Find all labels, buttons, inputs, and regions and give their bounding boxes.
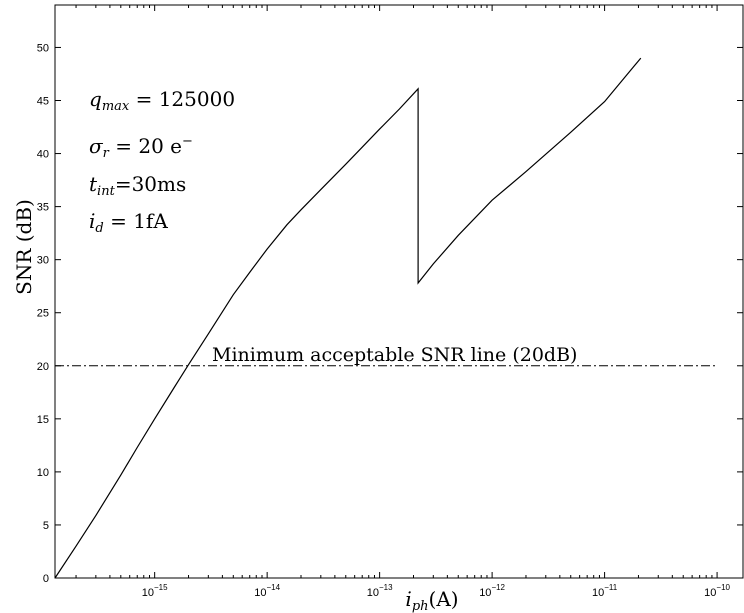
- y-tick-label: 15: [37, 414, 49, 426]
- param-annotation: σr = 20 e−: [89, 134, 193, 161]
- y-tick-label: 35: [37, 202, 49, 214]
- y-tick-label: 50: [37, 42, 49, 54]
- x-axis-label: iph(A): [405, 587, 458, 613]
- parameter-annotations: qmax = 125000 σr = 20 e− tint=30ms id = 1fA: [89, 87, 235, 236]
- y-axis-label: SNR (dB): [12, 199, 36, 295]
- y-tick-label: 25: [37, 308, 49, 320]
- y-tick-label: 10: [37, 467, 49, 479]
- threshold-label: Minimum acceptable SNR line (20dB): [212, 344, 577, 366]
- x-tick-label: 10−11: [592, 583, 618, 599]
- threshold: Minimum acceptable SNR line (20dB): [55, 344, 718, 367]
- plot-frame: [54, 4, 744, 579]
- x-tick-label: 10−14: [254, 583, 280, 599]
- x-axis-label-subscript: ph: [412, 599, 429, 613]
- y-tick-label: 45: [37, 96, 49, 108]
- y-tick-label: 5: [43, 520, 49, 532]
- x-tick-label: 10−15: [142, 583, 168, 599]
- param-annotation: qmax = 125000: [89, 87, 235, 114]
- y-ticks: 0 5 10 15 20 25 30 35 40 45 50: [37, 42, 743, 585]
- y-tick-label: 20: [37, 361, 49, 373]
- y-tick-label: 40: [37, 149, 49, 161]
- x-axis-label-symbol: i: [405, 587, 411, 611]
- y-tick-label: 0: [43, 573, 49, 585]
- x-tick-label: 10−13: [367, 583, 393, 599]
- param-annotation: tint=30ms: [89, 172, 186, 199]
- y-tick-label: 30: [37, 255, 49, 267]
- x-ticks: 10−15 10−14 10−13 10−12 10−11 10−10: [75, 5, 731, 599]
- series: [54, 57, 642, 579]
- x-tick-label: 10−10: [704, 583, 730, 599]
- series-line: [54, 57, 642, 579]
- x-tick-label: 10−12: [479, 583, 505, 599]
- param-annotation: id = 1fA: [89, 209, 168, 236]
- x-axis-label-unit: (A): [429, 587, 459, 611]
